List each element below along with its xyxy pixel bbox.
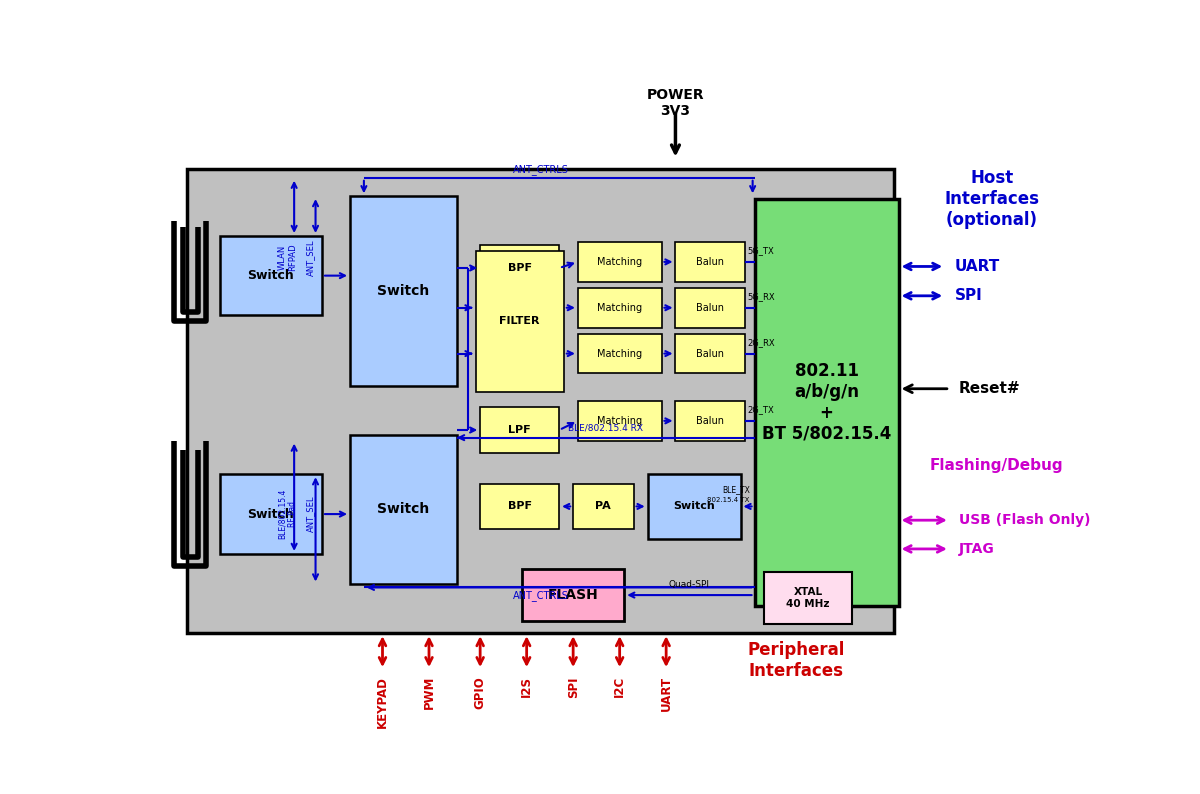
Bar — [755, 199, 899, 606]
Text: USB (Flash Only): USB (Flash Only) — [959, 513, 1091, 527]
Text: BLE/802.15.4 RX: BLE/802.15.4 RX — [569, 424, 643, 433]
Bar — [475, 251, 564, 391]
Bar — [350, 434, 457, 584]
Text: Quad-SPI: Quad-SPI — [668, 580, 710, 588]
Text: 802.11
a/b/g/n
+
BT 5/802.15.4: 802.11 a/b/g/n + BT 5/802.15.4 — [762, 362, 892, 443]
Text: JTAG: JTAG — [959, 542, 995, 556]
Text: Matching: Matching — [598, 303, 642, 313]
Text: ANT_SEL: ANT_SEL — [306, 239, 316, 276]
Bar — [676, 333, 745, 373]
Text: Switch: Switch — [377, 284, 430, 298]
Bar — [480, 245, 559, 291]
Text: WLAN
RFPAD: WLAN RFPAD — [278, 244, 298, 271]
Text: 5G_TX: 5G_TX — [748, 246, 774, 256]
Text: BLE/802.15.4
RF Pad: BLE/802.15.4 RF Pad — [278, 489, 298, 539]
Bar — [574, 484, 634, 530]
Text: POWER
3V3: POWER 3V3 — [647, 87, 704, 118]
Text: Balun: Balun — [696, 416, 725, 426]
Text: ANT_CTRLS: ANT_CTRLS — [512, 590, 569, 601]
Text: PA: PA — [595, 502, 611, 511]
Text: GPIO: GPIO — [474, 676, 487, 709]
Bar — [187, 168, 894, 634]
Text: Switch: Switch — [247, 507, 294, 521]
Text: UART: UART — [660, 676, 673, 711]
Text: PWM: PWM — [422, 676, 436, 710]
Text: Reset#: Reset# — [959, 381, 1021, 396]
Text: 2G_RX: 2G_RX — [748, 338, 775, 347]
Text: Switch: Switch — [377, 503, 430, 516]
Text: Matching: Matching — [598, 349, 642, 359]
Text: FLASH: FLASH — [547, 588, 599, 602]
Text: SPI: SPI — [954, 288, 983, 303]
Text: ANT_SEL: ANT_SEL — [306, 495, 316, 532]
Bar — [578, 401, 661, 441]
Text: Balun: Balun — [696, 257, 725, 267]
Text: KEYPAD: KEYPAD — [376, 676, 389, 728]
Bar — [764, 572, 852, 624]
Text: BPF: BPF — [508, 263, 532, 273]
Text: Host
Interfaces
(optional): Host Interfaces (optional) — [944, 169, 1039, 229]
Text: BLE_TX: BLE_TX — [722, 485, 750, 494]
Bar — [676, 242, 745, 282]
Text: Matching: Matching — [598, 416, 642, 426]
Bar — [220, 474, 322, 554]
Bar — [350, 196, 457, 386]
Text: XTAL
40 MHz: XTAL 40 MHz — [786, 588, 829, 609]
Text: UART: UART — [954, 259, 1000, 274]
Text: Flashing/Debug: Flashing/Debug — [930, 457, 1063, 472]
Text: 2G_TX: 2G_TX — [748, 405, 774, 414]
Bar — [578, 242, 661, 282]
Text: Switch: Switch — [673, 502, 715, 511]
Bar — [480, 484, 559, 530]
Text: FILTER: FILTER — [499, 317, 540, 326]
Bar — [676, 401, 745, 441]
Bar — [522, 569, 624, 621]
Text: Balun: Balun — [696, 349, 725, 359]
Bar — [480, 407, 559, 453]
Text: Balun: Balun — [696, 303, 725, 313]
Text: Switch: Switch — [247, 269, 294, 282]
Text: ANT_CTRLS: ANT_CTRLS — [512, 164, 569, 175]
Text: BPF: BPF — [508, 502, 532, 511]
Bar — [578, 288, 661, 328]
Text: SPI: SPI — [566, 676, 580, 698]
Text: Matching: Matching — [598, 257, 642, 267]
Bar — [648, 474, 740, 538]
Bar — [578, 333, 661, 373]
Text: LPF: LPF — [509, 425, 530, 435]
Text: Peripheral
Interfaces: Peripheral Interfaces — [748, 642, 845, 680]
Text: I2C: I2C — [613, 676, 626, 697]
Text: 802.15.4 TX: 802.15.4 TX — [708, 497, 750, 503]
Bar — [220, 236, 322, 315]
Bar — [676, 288, 745, 328]
Text: I2S: I2S — [520, 676, 533, 697]
Text: 5G_RX: 5G_RX — [748, 292, 775, 301]
